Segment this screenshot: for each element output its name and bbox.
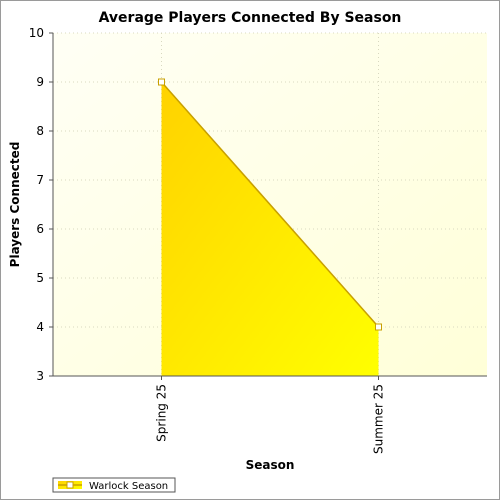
data-point (158, 78, 165, 86)
legend-swatch-marker (66, 481, 74, 489)
y-tick-label: 9 (36, 75, 44, 89)
x-axis-label: Season (246, 458, 295, 472)
x-tick-label: Spring 25 (155, 384, 169, 442)
series-line-warlock-season (160, 81, 380, 328)
y-tick-label: 6 (36, 222, 44, 236)
axes: 3 4 5 6 7 8 9 10 Spring 25 Summer 25 (29, 26, 487, 454)
y-axis-label: Players Connected (8, 142, 22, 268)
y-tick-label: 4 (36, 320, 44, 334)
y-tick-label: 7 (36, 173, 44, 187)
series-area-warlock-season (161, 82, 379, 376)
y-tick-label: 3 (36, 369, 44, 383)
data-point (375, 323, 382, 331)
y-tick-label: 8 (36, 124, 44, 138)
data-markers (158, 78, 382, 331)
legend-swatch-warlock-season (58, 481, 82, 489)
legend-box (52, 477, 176, 493)
legend-label: Warlock Season (89, 481, 168, 492)
y-tick-label: 5 (36, 271, 44, 285)
y-tick-label: 10 (29, 26, 44, 40)
x-tick-label: Summer 25 (372, 384, 386, 454)
chart-title: Average Players Connected By Season (99, 10, 402, 26)
legend: Warlock Season (52, 477, 176, 493)
